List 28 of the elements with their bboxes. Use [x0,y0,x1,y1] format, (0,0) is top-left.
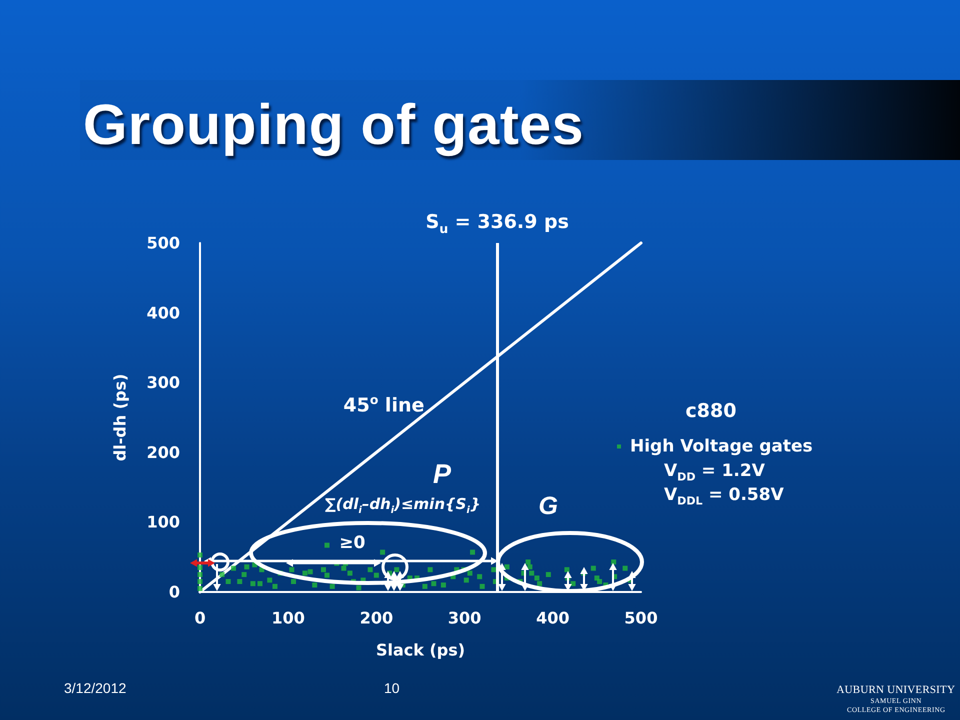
x-tick-label: 400 [536,608,570,628]
y-tick-label: 200 [146,442,180,462]
legend-label: High Voltage gates [630,436,813,456]
text: V$_{DD}$ = 1.2V [664,461,765,484]
ref-line-label: S$_{u}$ = 336.9 ps [426,211,569,236]
y-tick-label: 300 [146,373,180,392]
text: V$_{DDL}$ = 0.58V [664,485,784,508]
annotation: ≥0 [339,532,366,553]
y-tick-label: 500 [146,234,180,252]
x-tick-label: 200 [360,608,394,628]
chart-title: Grouping of gates [83,92,584,156]
y-tick-label: 0 [168,582,180,602]
x-tick-label: 0 [194,608,206,628]
x-tick-label: 100 [271,608,305,628]
y-tick-label: 100 [146,512,180,532]
x-tick-label: 500 [624,608,658,628]
legend-title: c880 [686,400,736,422]
x-axis-title: Slack (ps) [376,640,466,660]
text: AUBURN UNIVERSITY [836,684,956,696]
text: 3/12/2012 [64,680,126,696]
y-axis-title: dl-dh (ps) [110,374,130,462]
text: 10 [384,680,400,696]
x-tick-label: 300 [448,608,482,628]
annotation: ∑(dl$_{i}$–dh$_{i}$)≤min{S$_{i}$} [325,494,481,516]
annotation: 45$^{o}$ line [343,392,424,416]
annotation: G [538,492,558,520]
y-tick-label: 400 [146,303,180,322]
annotation: P [433,459,452,490]
